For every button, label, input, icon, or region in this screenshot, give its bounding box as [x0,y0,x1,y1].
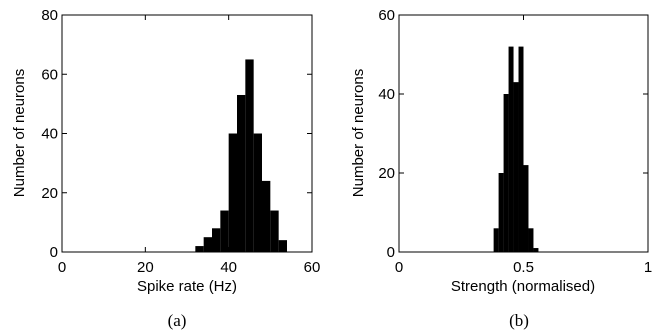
histogram-bar-spike-rate-0 [195,246,204,252]
histogram-bar-spike-rate-1 [203,237,212,252]
y-tick-label-spike-rate-1: 20 [41,185,58,202]
bars-spike-rate [195,59,287,252]
subplot-caption-b: (b) [509,311,529,330]
histogram-bar-strength-1 [498,173,504,252]
x-tick-label-strength-2: 1 [644,259,652,276]
histogram-bar-strength-4 [513,82,519,253]
x-tick-label-spike-rate-2: 40 [220,259,237,276]
y-axis-label-spike-rate: Number of neurons [11,69,28,197]
x-tick-label-spike-rate-0: 0 [58,259,66,276]
histogram-bar-strength-2 [503,94,509,252]
y-tick-label-spike-rate-4: 80 [41,7,58,24]
histogram-bar-spike-rate-4 [228,133,237,252]
y-tick-label-strength-1: 20 [378,165,395,182]
histogram-bar-strength-5 [518,46,524,252]
histogram-bar-spike-rate-8 [262,180,271,252]
histogram-bar-spike-rate-10 [278,240,287,252]
bars-strength [493,46,539,253]
x-tick-label-spike-rate-3: 60 [304,259,321,276]
ticks-strength: 0 0.5 1 0 20 40 60 [378,7,652,276]
histogram-bar-spike-rate-7 [253,133,262,252]
histogram-bar-spike-rate-6 [245,59,254,252]
chart-spike-rate: 0 20 40 60 0 20 40 60 80 Spike rate (Hz) Number … [11,7,320,330]
ticks-spike-rate: 0 20 40 60 0 20 40 60 80 [41,7,320,276]
y-tick-label-spike-rate-0: 0 [50,244,58,261]
x-tick-label-strength-1: 0.5 [513,259,534,276]
y-tick-label-spike-rate-3: 60 [41,66,58,83]
y-axis-label-strength: Number of neurons [350,69,367,197]
histogram-bar-strength-8 [533,248,539,252]
x-axis-label-strength: Strength (normalised) [451,278,595,295]
y-tick-label-strength-2: 40 [378,86,395,103]
histogram-bar-strength-7 [528,228,534,252]
y-tick-label-spike-rate-2: 40 [41,126,58,143]
histogram-bar-strength-3 [508,46,514,252]
histogram-bar-strength-0 [493,228,499,252]
histogram-bar-strength-6 [523,165,529,252]
chart-strength: 0 0.5 1 0 20 40 60 Strength (normalised) Numbe… [350,7,652,330]
y-tick-label-strength-3: 60 [378,7,395,24]
y-tick-label-strength-0: 0 [387,244,395,261]
x-tick-label-spike-rate-1: 20 [137,259,154,276]
histogram-bar-spike-rate-3 [220,210,229,252]
x-axis-label-spike-rate: Spike rate (Hz) [137,278,237,295]
subplot-caption-a: (a) [168,311,187,330]
x-tick-label-strength-0: 0 [395,259,403,276]
histogram-bar-spike-rate-9 [270,210,279,252]
histogram-bar-spike-rate-5 [237,94,246,252]
histogram-bar-spike-rate-2 [212,228,221,252]
